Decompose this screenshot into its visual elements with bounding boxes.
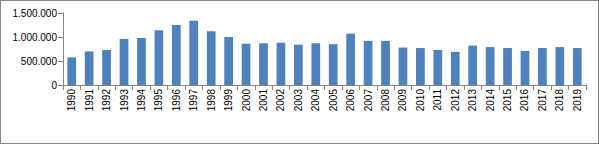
svg-text:2002: 2002 (275, 89, 286, 112)
svg-text:2015: 2015 (502, 89, 513, 112)
svg-text:1999: 1999 (223, 89, 234, 112)
svg-text:2009: 2009 (397, 89, 408, 112)
svg-text:2007: 2007 (363, 89, 374, 112)
svg-text:2012: 2012 (450, 89, 461, 112)
svg-text:2010: 2010 (415, 89, 426, 112)
svg-text:2008: 2008 (380, 89, 391, 112)
svg-text:1995: 1995 (153, 89, 164, 112)
svg-text:1996: 1996 (171, 89, 182, 112)
svg-text:2011: 2011 (432, 89, 443, 111)
svg-text:2005: 2005 (328, 89, 339, 112)
svg-text:1998: 1998 (206, 89, 217, 112)
svg-text:2003: 2003 (293, 89, 304, 112)
svg-text:2013: 2013 (467, 89, 478, 112)
svg-text:1990: 1990 (66, 89, 77, 112)
svg-text:1993: 1993 (119, 89, 130, 112)
svg-text:1991: 1991 (84, 89, 95, 112)
svg-text:2004: 2004 (310, 89, 321, 112)
svg-text:2001: 2001 (258, 89, 269, 112)
svg-text:2016: 2016 (519, 89, 530, 112)
svg-text:2017: 2017 (537, 89, 548, 112)
svg-text:2006: 2006 (345, 89, 356, 112)
svg-text:1994: 1994 (136, 89, 147, 112)
svg-text:2000: 2000 (241, 89, 252, 112)
svg-text:2014: 2014 (485, 89, 496, 112)
svg-text:1997: 1997 (188, 89, 199, 112)
svg-text:500.000: 500.000 (21, 56, 58, 67)
svg-text:1992: 1992 (101, 89, 112, 112)
svg-text:2019: 2019 (572, 89, 583, 112)
svg-text:1.500.000: 1.500.000 (13, 8, 58, 19)
svg-text:1.000.000: 1.000.000 (13, 32, 58, 43)
svg-text:0: 0 (51, 80, 57, 91)
svg-text:2018: 2018 (554, 89, 565, 112)
